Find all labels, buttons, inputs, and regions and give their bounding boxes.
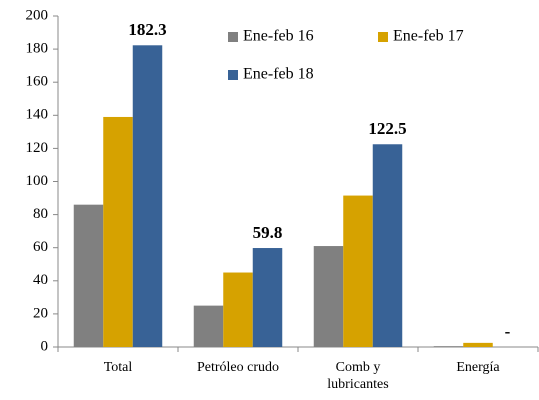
- x-tick-label: Comb y lubricantes: [327, 360, 389, 392]
- bar: [223, 272, 253, 347]
- bar: [73, 204, 104, 347]
- legend-swatch: [228, 70, 238, 80]
- legend-label: Ene-feb 18: [243, 66, 314, 83]
- value-label: 182.3: [128, 20, 166, 39]
- y-tick-label: 160: [26, 74, 49, 90]
- y-tick-label: 120: [26, 140, 49, 156]
- legend-label: Ene-feb 17: [393, 28, 464, 45]
- bar: [463, 342, 493, 347]
- x-tick-label: Energía: [456, 360, 500, 375]
- bar: [193, 305, 224, 347]
- bar: [343, 195, 373, 347]
- value-label: 122.5: [368, 119, 406, 138]
- legend-swatch: [228, 32, 238, 42]
- y-tick-label: 0: [41, 338, 49, 354]
- value-label: 59.8: [253, 223, 283, 242]
- y-tick-label: 80: [33, 206, 48, 222]
- bar: [372, 144, 403, 347]
- bar: [103, 116, 133, 347]
- legend-label: Ene-feb 16: [243, 28, 314, 45]
- bar: [313, 246, 344, 347]
- y-tick-label: 140: [26, 107, 49, 123]
- x-tick-label: Petróleo crudo: [196, 360, 280, 375]
- y-tick-label: 20: [33, 305, 48, 321]
- x-tick-label: Total: [103, 360, 133, 375]
- legend-swatch: [378, 32, 388, 42]
- bar: [252, 248, 283, 347]
- y-tick-label: 100: [26, 173, 49, 189]
- bar: [433, 346, 464, 347]
- y-tick-label: 180: [26, 41, 49, 57]
- value-label: -: [505, 322, 511, 341]
- bar: [132, 45, 163, 348]
- y-tick-label: 60: [33, 239, 48, 255]
- y-tick-label: 200: [26, 7, 49, 23]
- y-tick-label: 40: [33, 272, 48, 288]
